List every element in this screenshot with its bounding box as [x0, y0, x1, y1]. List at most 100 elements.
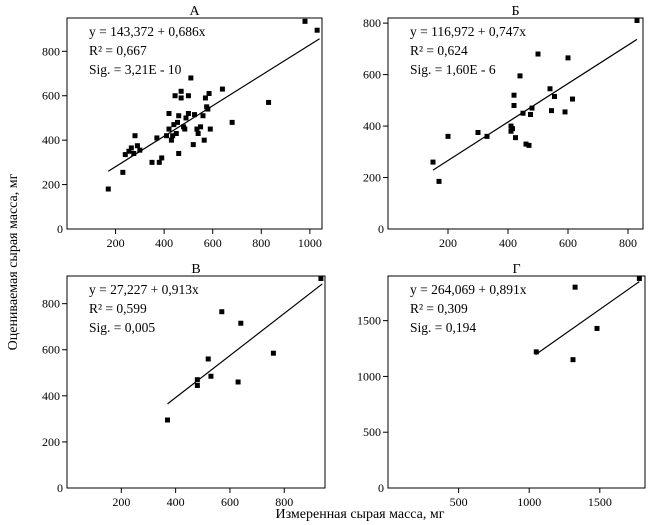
plot-frame-a: [66, 17, 323, 230]
x-tick-label-a-4: 1000: [298, 236, 322, 250]
data-point-b-0: [430, 159, 436, 165]
equation-label-b: y = 116,972 + 0,747x: [410, 24, 526, 39]
data-point-c-1: [194, 377, 200, 383]
data-point-a-39: [202, 95, 208, 101]
y-tick-label-d-2: 1500: [357, 314, 381, 328]
data-point-a-11: [156, 159, 162, 165]
y-tick-label-a-0: 200: [42, 178, 60, 192]
data-point-b-2: [445, 133, 451, 139]
regression-line-c: [167, 283, 323, 405]
data-point-b-18: [547, 86, 553, 92]
y-tick-label-a-3: 800: [42, 44, 60, 58]
panel-title-a: А: [189, 4, 200, 19]
x-tick-label-d-2: 1500: [588, 495, 612, 509]
data-point-a-17: [170, 133, 176, 139]
data-point-a-3: [126, 148, 132, 154]
data-point-b-6: [508, 123, 514, 129]
data-point-b-5: [508, 128, 514, 134]
data-point-a-14: [166, 126, 172, 132]
x-tick-label-b-1: 400: [499, 236, 517, 250]
data-point-a-15: [166, 111, 172, 117]
data-point-a-35: [195, 130, 201, 136]
data-point-a-0: [105, 186, 111, 192]
data-point-b-19: [549, 108, 554, 114]
regression-line-d: [535, 281, 640, 356]
sig-label-b: Sig. = 1,60E - 6: [410, 62, 496, 77]
y-tick-label-c-1: 400: [42, 389, 60, 403]
data-point-a-16: [168, 137, 174, 143]
data-point-a-28: [183, 115, 189, 121]
r2-label-d: R² = 0,309: [410, 301, 468, 316]
data-point-c-9: [318, 276, 324, 281]
data-point-a-7: [134, 143, 140, 149]
data-point-b-12: [520, 110, 526, 116]
data-point-a-13: [164, 133, 170, 139]
panel-b: 200 400 600 800 200 400 600 800 0 Бy = 116,972 + …: [363, 4, 644, 250]
panel-title-d: Г: [512, 262, 520, 277]
y-tick-label-b-1: 400: [363, 119, 381, 133]
x-tick-label-c-0: 200: [112, 495, 130, 509]
panel-title-c: В: [191, 262, 200, 277]
data-point-a-44: [219, 86, 225, 92]
y-zero-label-d: 0: [378, 481, 384, 495]
plot-frame-b: [387, 17, 644, 230]
data-point-b-21: [562, 109, 568, 115]
regression-line-b: [432, 38, 638, 171]
data-point-a-41: [205, 106, 211, 112]
data-point-c-2: [194, 382, 200, 388]
r2-label-b: R² = 0,624: [410, 43, 468, 58]
x-tick-label-a-3: 800: [252, 236, 270, 250]
x-tick-label-c-2: 600: [221, 495, 239, 509]
r2-label-c: R² = 0,599: [89, 301, 147, 316]
sig-label-a: Sig. = 3,21E - 10: [89, 62, 182, 77]
equation-label-c: y = 27,227 + 0,913x: [89, 282, 199, 297]
data-point-b-11: [517, 73, 523, 79]
plot-frame-d: [387, 275, 646, 489]
data-point-a-36: [198, 124, 204, 130]
data-point-c-0: [164, 417, 170, 423]
x-tick-label-a-0: 200: [107, 236, 125, 250]
x-tick-label-b-0: 200: [439, 236, 457, 250]
data-point-a-30: [185, 111, 191, 117]
panel-c: 200 400 600 800 200 400 600 800 0 Вy = 27,227 + 0…: [42, 262, 326, 509]
data-point-b-22: [565, 55, 571, 61]
panel-d: 500 1000 1500 500 1000 1500 0 Гy = 264,069 + 0,…: [357, 262, 646, 509]
x-tick-label-c-1: 400: [167, 495, 185, 509]
data-point-b-16: [529, 105, 535, 111]
data-point-a-19: [172, 93, 178, 99]
data-point-c-8: [270, 350, 276, 356]
data-point-a-9: [149, 159, 155, 165]
r2-label-a: R² = 0,667: [89, 43, 147, 58]
data-point-a-6: [132, 133, 138, 139]
data-point-b-1: [436, 178, 442, 184]
x-axis-label: Измеренная сырая масса, мг: [275, 507, 444, 522]
plot-frame-c: [66, 275, 326, 489]
data-point-a-48: [314, 27, 320, 33]
x-tick-label-b-2: 600: [559, 236, 577, 250]
data-point-a-29: [185, 93, 191, 99]
y-axis-label: Оцениваемая сырая масса, мг: [6, 173, 21, 350]
x-tick-label-b-3: 800: [619, 236, 637, 250]
data-point-a-38: [201, 137, 207, 143]
data-point-b-10: [513, 135, 518, 141]
data-point-c-4: [208, 373, 214, 379]
panel-a: 200 400 600 800 1000 200 400 600 800 0 Аy = 143,37…: [42, 4, 323, 250]
data-point-b-15: [528, 111, 533, 117]
data-point-d-0: [533, 349, 539, 355]
data-point-b-17: [535, 51, 541, 57]
data-point-a-20: [173, 130, 179, 136]
data-point-a-45: [229, 119, 235, 125]
y-tick-label-b-0: 200: [363, 171, 381, 185]
data-point-a-1: [120, 169, 126, 175]
data-point-d-2: [572, 284, 578, 290]
y-zero-label-a: 0: [57, 222, 63, 236]
x-tick-label-d-0: 500: [450, 495, 468, 509]
data-point-a-27: [182, 126, 188, 132]
data-point-b-8: [511, 102, 517, 108]
data-point-a-43: [207, 126, 213, 132]
data-point-c-5: [219, 309, 225, 315]
sig-label-d: Sig. = 0,194: [410, 320, 476, 335]
data-point-a-25: [178, 95, 184, 101]
x-tick-label-c-3: 800: [275, 495, 293, 509]
